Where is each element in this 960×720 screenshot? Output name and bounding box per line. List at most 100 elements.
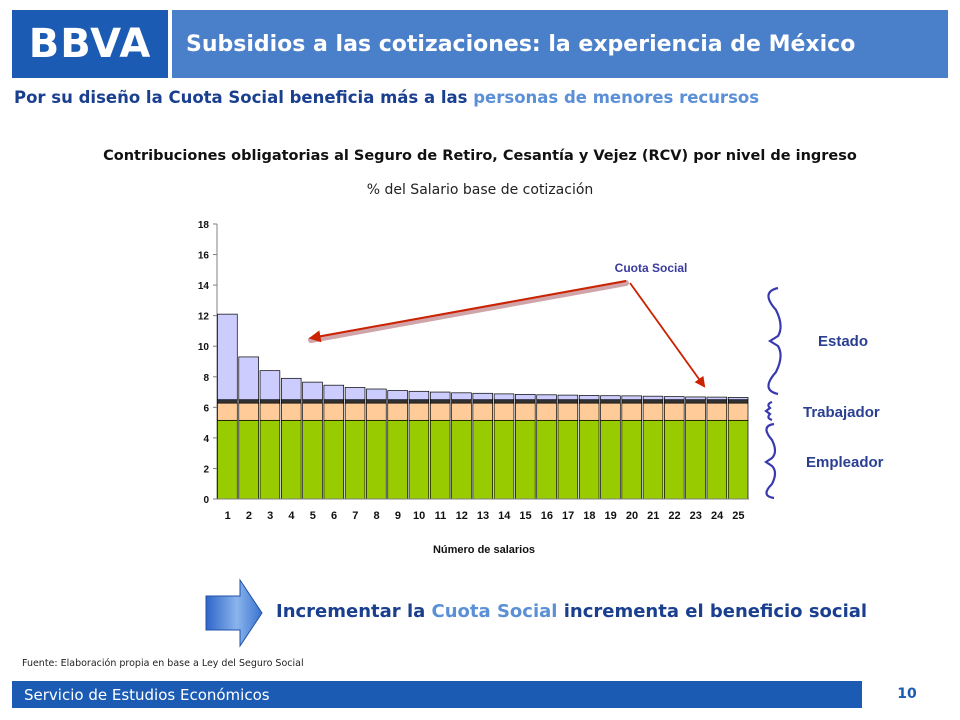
y-tick-label: 4 (203, 434, 209, 445)
bar-segment-trabajador (259, 402, 281, 421)
bar-segment-cuota-social (217, 313, 238, 401)
bar-segment-trabajador (344, 402, 366, 421)
bar-segment-trabajador (451, 402, 472, 421)
bar-segment-cuota-social (344, 387, 366, 401)
bar-segment-empleador (429, 419, 451, 500)
logo-box: BBVA (12, 10, 168, 78)
brace-empleador (764, 422, 777, 500)
y-tick-label: 14 (198, 281, 210, 292)
block-arrow-icon (205, 578, 263, 648)
bar-segment-empleador (664, 419, 685, 500)
y-tick-label: 10 (198, 342, 210, 353)
bar-segment-empleador (323, 419, 345, 500)
bar-segment-empleador (366, 419, 387, 500)
brace-label-empleador: Empleador (806, 454, 884, 471)
bar-segment-estado (664, 399, 685, 404)
y-tick-label: 2 (203, 464, 209, 475)
bar-segment-cuota-social (238, 356, 259, 401)
brace-estado (767, 286, 782, 396)
bar-segment-trabajador (727, 402, 749, 421)
bars (217, 313, 749, 500)
x-tick-label: 6 (331, 510, 337, 522)
x-tick-label: 8 (374, 510, 380, 522)
x-tick-label: 20 (626, 510, 638, 522)
bar-segment-estado (429, 399, 451, 404)
y-tick-label: 6 (203, 403, 209, 414)
bar-segment-trabajador (280, 402, 302, 421)
bar-segment-empleador (387, 419, 408, 500)
bar-segment-estado (238, 399, 259, 404)
y-tick-label: 0 (203, 495, 209, 506)
bar-segment-cuota-social (366, 388, 387, 401)
x-axis-label: Número de salarios (433, 544, 535, 556)
bar-segment-empleador (302, 419, 323, 500)
source-note: Fuente: Elaboración propia en base a Ley… (22, 658, 304, 669)
bar-segment-empleador (727, 419, 749, 500)
bar-segment-cuota-social (557, 394, 579, 401)
bar-segment-cuota-social (727, 397, 749, 401)
bar-segment-trabajador (706, 402, 728, 421)
bar-segment-trabajador (387, 402, 408, 421)
bar-segment-trabajador (366, 402, 387, 421)
y-axis: 0 2 4 6 8 10 12 14 16 18 (198, 220, 218, 506)
x-tick-label: 14 (498, 510, 511, 522)
x-tick-label: 25 (732, 510, 744, 522)
footer-bar (12, 681, 948, 708)
x-tick-label: 1 (225, 510, 231, 522)
bar-segment-estado (217, 399, 238, 404)
x-tick-label: 21 (647, 510, 659, 522)
bar-segment-trabajador (685, 402, 706, 421)
x-tick-label: 7 (352, 510, 358, 522)
bar-segment-estado (472, 399, 493, 404)
bar-segment-trabajador (664, 402, 685, 421)
bar-segment-estado (642, 399, 664, 404)
bar-segment-trabajador (472, 402, 493, 421)
bottom-text-1: Incrementar la (276, 601, 432, 622)
page-number: 10 (866, 681, 948, 708)
bar-segment-trabajador (302, 402, 323, 421)
bar-segment-cuota-social (408, 390, 430, 401)
x-tick-label: 22 (668, 510, 680, 522)
chart-subtitle: % del Salario base de cotización (366, 182, 594, 198)
bar-segment-empleador (557, 419, 579, 500)
brace-label-trabajador: Trabajador (803, 404, 880, 421)
bar-segment-cuota-social (536, 394, 557, 401)
bar-segment-cuota-social (429, 391, 451, 401)
subtitle-text: Por su diseño la Cuota Social beneficia … (14, 88, 474, 107)
y-tick-label: 8 (203, 373, 209, 384)
bar-segment-cuota-social (472, 392, 493, 401)
x-tick-label: 11 (435, 510, 447, 522)
bar-segment-trabajador (557, 402, 579, 421)
x-tick-label: 9 (395, 510, 401, 522)
bar-segment-cuota-social (451, 392, 472, 401)
bar-segment-estado (706, 399, 728, 404)
bar-segment-estado (600, 399, 621, 404)
bar-segment-trabajador (408, 402, 430, 421)
bar-segment-cuota-social (642, 395, 664, 401)
bar-segment-estado (280, 399, 302, 404)
brace-label-estado: Estado (818, 333, 868, 350)
bar-segment-empleador (578, 419, 600, 500)
bar-segment-estado (685, 399, 706, 404)
bar-segment-empleador (536, 419, 557, 500)
bar-segment-cuota-social (259, 370, 281, 401)
bar-segment-cuota-social (578, 395, 600, 401)
brace-trabajador (764, 400, 773, 422)
bar-segment-estado (451, 399, 472, 404)
bar-segment-trabajador (642, 402, 664, 421)
x-tick-label: 3 (267, 510, 273, 522)
bar-segment-empleador (408, 419, 430, 500)
header-separator (168, 10, 172, 78)
bar-segment-empleador (238, 419, 259, 500)
bottom-message: Incrementar la Cuota Social incrementa e… (276, 601, 867, 622)
bar-segment-cuota-social (664, 396, 685, 401)
bar-segment-empleador (280, 419, 302, 500)
bar-segment-empleador (472, 419, 493, 500)
page-title: Subsidios a las cotizaciones: la experie… (186, 32, 856, 57)
bar-segment-cuota-social (323, 384, 345, 401)
bar-segment-estado (259, 399, 281, 404)
subtitle-highlight: personas de menores recursos (473, 88, 760, 107)
bar-segment-estado (727, 399, 749, 404)
bar-segment-trabajador (217, 402, 238, 421)
bottom-highlight: Cuota Social (431, 601, 558, 622)
